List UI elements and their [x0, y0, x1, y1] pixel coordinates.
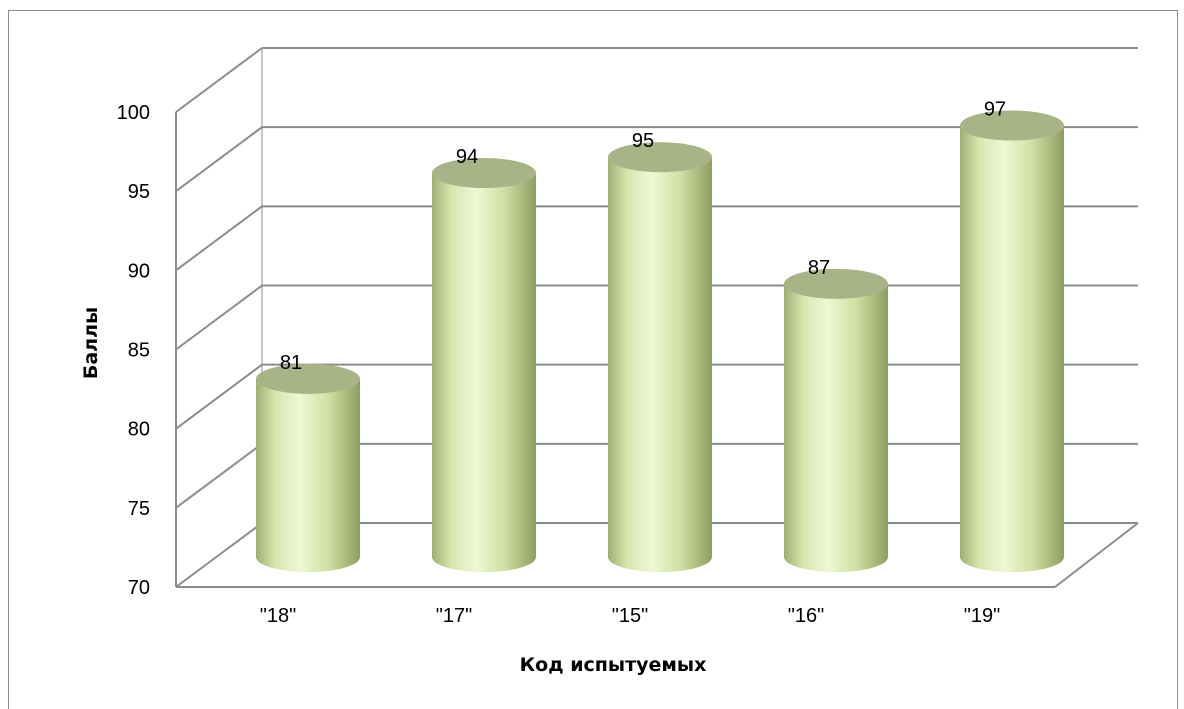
x-tick-label: "18"	[260, 605, 296, 627]
data-label: 95	[632, 130, 654, 152]
side-wall-line	[175, 522, 263, 588]
y-tick-label: 70	[128, 577, 150, 599]
bar	[432, 173, 536, 572]
data-label: 97	[984, 99, 1006, 121]
bar	[784, 283, 888, 572]
bar	[960, 125, 1064, 572]
bar-top	[432, 158, 536, 188]
side-wall-line	[175, 47, 263, 113]
floor-right-edge	[1054, 522, 1139, 588]
bar-top	[608, 142, 712, 173]
y-tick-label: 75	[128, 498, 150, 520]
y-tick-label: 100	[117, 102, 150, 124]
x-tick-label: "19"	[964, 605, 1000, 627]
y-tick-label: 90	[128, 260, 150, 282]
bar-top	[256, 363, 360, 394]
bar-top	[960, 110, 1064, 141]
x-axis-title: Код испытуемых	[520, 654, 707, 676]
x-tick-label: "16"	[788, 605, 824, 627]
bar	[256, 378, 360, 572]
data-label: 81	[280, 352, 302, 374]
side-wall-line	[175, 363, 263, 430]
labels: 70 75 80 85 90 95 100 81 "18" 94 "17" 95 "15" 87 "16" 9…	[117, 99, 1007, 628]
y-tick-label: 85	[128, 340, 150, 362]
side-wall-line	[175, 205, 263, 272]
y-axis-title: Баллы	[80, 307, 102, 379]
y-tick-label: 80	[128, 419, 150, 441]
x-tick-label: "15"	[612, 605, 648, 627]
data-label: 87	[808, 257, 830, 279]
side-wall-line	[175, 443, 263, 509]
data-label: 94	[456, 146, 478, 168]
bar	[608, 157, 712, 572]
y-tick-label: 95	[128, 181, 150, 203]
bar-top	[784, 268, 888, 299]
side-wall-line	[175, 284, 263, 351]
x-tick-label: "17"	[436, 605, 472, 627]
side-wall-line	[175, 126, 263, 192]
bars	[256, 110, 1064, 572]
